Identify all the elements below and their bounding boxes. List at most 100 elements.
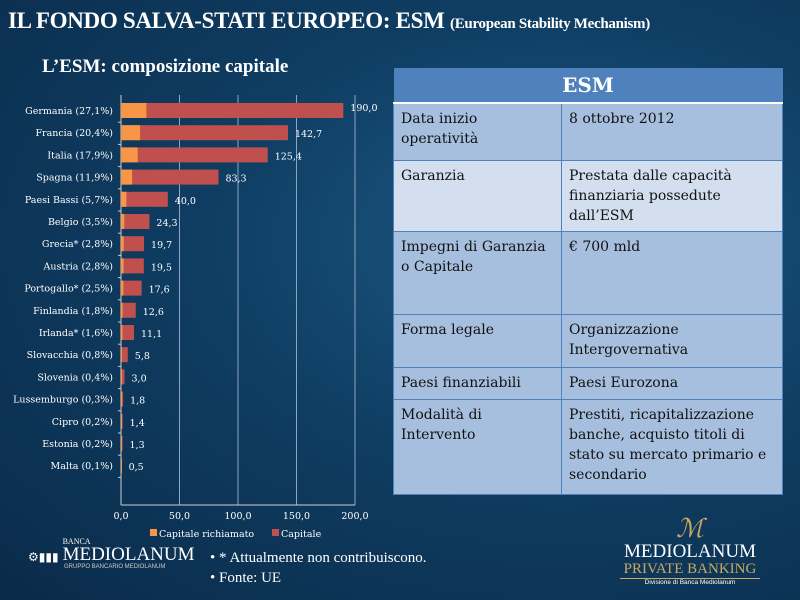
data-label: 12,6 — [143, 307, 164, 318]
table-row: Modalità di Intervento Prestiti, ricapita… — [393, 398, 783, 495]
bar-capitale — [121, 103, 344, 118]
data-label: 83,3 — [225, 174, 246, 185]
x-tick-label: 200,0 — [341, 511, 368, 522]
row-value: Organizzazione Intergovernativa — [561, 313, 783, 368]
category-label: Germania (27,1%) — [25, 106, 113, 117]
legend-swatch — [150, 529, 157, 536]
bar-capitale — [121, 191, 168, 207]
legend-swatch — [272, 529, 279, 536]
bar-capitale-richiamato — [121, 458, 122, 474]
note: • Fonte: UE — [210, 570, 282, 586]
title-main: IL FONDO SALVA-STATI EUROPEO: ESM — [8, 8, 445, 33]
data-label: 1,3 — [130, 440, 145, 451]
row-label: Forma legale — [393, 313, 562, 368]
category-label: Francia (20,4%) — [35, 128, 113, 139]
category-label: Portogallo* (2,5%) — [24, 284, 113, 295]
bar-chart: 0,0 50,0 100,0 150,0 200,0 Germania (27,1%) 19… — [13, 95, 378, 540]
bar-capitale-richiamato — [121, 169, 133, 185]
logo-text: PRIVATE BANKING — [623, 561, 757, 577]
category-label: Slovenia (0,4%) — [37, 372, 113, 383]
footnotes: • * Attualmente non contribuiscono. • Fo… — [210, 548, 426, 588]
legend-label: Capitale — [281, 529, 322, 540]
x-tick-label: 100,0 — [224, 511, 251, 522]
logo-text: MEDIOLANUM — [624, 541, 756, 562]
logo-text: GRUPPO BANCARIO MEDIOLANUM — [64, 564, 166, 570]
legend-label: Capitale richiamato — [159, 529, 254, 540]
x-tick-label: 50,0 — [169, 511, 190, 522]
bar-capitale-richiamato — [121, 413, 122, 429]
data-label: 1,8 — [130, 396, 145, 407]
bar-capitale-richiamato — [121, 103, 147, 118]
table-row: Forma legale Organizzazione Intergovernat… — [393, 313, 783, 368]
table-row: Impegni di Garanzia o Capitale € 700 mld — [393, 230, 783, 315]
row-label: Garanzia — [393, 159, 562, 232]
logo-m-icon: ℳ — [676, 514, 704, 543]
data-label: 125,4 — [275, 151, 302, 162]
bar-capitale — [121, 125, 288, 141]
bar-capitale-richiamato — [121, 347, 122, 363]
bar-capitale — [121, 280, 142, 296]
bar-capitale-richiamato — [121, 325, 123, 340]
banca-mediolanum-logo: ⚙▮▮▮ BANCA MEDIOLANUM GRUPPO BANCARIO ME… — [28, 537, 195, 571]
bar-capitale — [121, 369, 125, 385]
table-row: Data inizio operatività 8 ottobre 2012 — [393, 102, 783, 161]
category-label: Austria (2,8%) — [43, 261, 113, 272]
table-header: ESM — [393, 68, 783, 104]
bar-capitale-richiamato — [121, 147, 138, 163]
bar-capitale-richiamato — [121, 214, 125, 229]
note-text: Fonte: UE — [219, 570, 282, 586]
row-value: € 700 mld — [561, 230, 783, 315]
row-value: 8 ottobre 2012 — [561, 102, 783, 161]
logo-text: BANCA — [62, 537, 91, 546]
data-label: 40,0 — [175, 196, 196, 207]
bar-capitale — [121, 258, 144, 274]
bar-capitale — [121, 347, 128, 363]
bar-capitale-richiamato — [121, 125, 141, 141]
category-label: Estonia (0,2%) — [42, 439, 113, 450]
slide-title: IL FONDO SALVA-STATI EUROPEO: ESM (Europ… — [8, 8, 650, 34]
category-label: Irlanda* (1,6%) — [39, 328, 113, 339]
chart-title: L’ESM: composizione capitale — [42, 56, 289, 77]
row-label: Modalità di Intervento — [393, 398, 562, 495]
category-label: Lussemburgo (0,3%) — [13, 395, 113, 406]
data-label: 190,0 — [350, 103, 377, 114]
data-label: 11,1 — [141, 329, 162, 340]
category-label: Malta (0,1%) — [51, 461, 113, 472]
logo-text: Divisione di Banca Mediolanum — [620, 578, 760, 586]
bar-capitale-richiamato — [121, 236, 124, 252]
data-label: 17,6 — [149, 285, 170, 296]
data-label: 5,8 — [135, 351, 150, 362]
row-label: Paesi finanziabili — [393, 366, 562, 400]
note: • * Attualmente non contribuiscono. — [210, 550, 427, 566]
bar-capitale-richiamato — [121, 302, 123, 318]
category-label: Belgio (3,5%) — [48, 217, 113, 228]
data-label: 19,7 — [151, 240, 172, 251]
bar-capitale-richiamato — [121, 369, 122, 385]
table-row: Paesi finanziabili Paesi Eurozona — [393, 366, 783, 400]
category-label: Cipro (0,2%) — [52, 417, 113, 428]
category-label: Paesi Bassi (5,7%) — [25, 195, 113, 206]
bar-capitale-richiamato — [121, 391, 122, 407]
bar-capitale-richiamato — [121, 258, 124, 274]
category-label: Slovacchia (0,8%) — [27, 350, 113, 361]
bar-capitale-richiamato — [121, 436, 122, 451]
data-label: 1,4 — [130, 418, 145, 429]
bar-capitale — [121, 302, 136, 318]
row-value: Prestata dalle capacità finanziaria poss… — [561, 159, 783, 232]
data-label: 142,7 — [295, 129, 322, 140]
table-row: Garanzia Prestata dalle capacità finanzia… — [393, 159, 783, 232]
bar-capitale — [121, 214, 150, 229]
row-value: Prestiti, ricapitalizzazione banche, acq… — [561, 398, 783, 495]
x-tick-label: 150,0 — [283, 511, 310, 522]
bar-capitale-richiamato — [121, 280, 124, 296]
row-label: Data inizio operatività — [393, 102, 562, 161]
data-label: 24,3 — [156, 218, 177, 229]
category-label: Finlandia (1,8%) — [33, 306, 113, 317]
logo-bars-icon: ⚙▮▮▮ — [28, 550, 59, 564]
bar-capitale — [121, 147, 268, 163]
private-banking-logo: ℳ MEDIOLANUM PRIVATE BANKING Divisione d… — [620, 515, 760, 586]
data-label: 3,0 — [132, 373, 147, 384]
data-label: 0,5 — [129, 462, 144, 473]
bar-capitale — [121, 169, 219, 185]
category-label: Grecia* (2,8%) — [42, 239, 113, 250]
